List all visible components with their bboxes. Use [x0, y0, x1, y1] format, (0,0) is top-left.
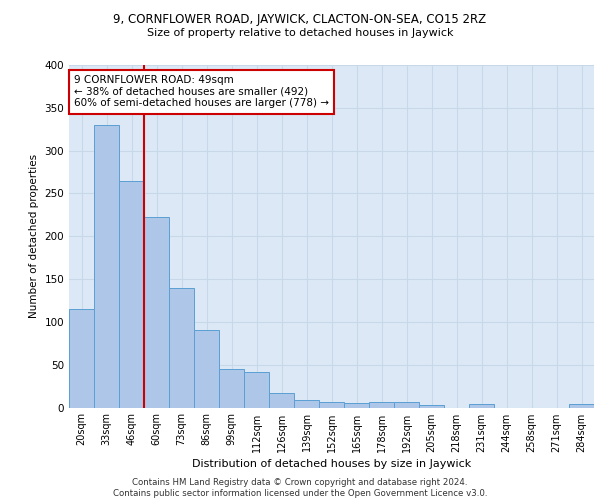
Text: Contains HM Land Registry data © Crown copyright and database right 2024.
Contai: Contains HM Land Registry data © Crown c…: [113, 478, 487, 498]
Bar: [144, 218, 169, 408]
Bar: [219, 369, 244, 408]
Bar: [119, 180, 144, 408]
Text: 9, CORNFLOWER ROAD, JAYWICK, CLACTON-ON-SEA, CO15 2RZ: 9, CORNFLOWER ROAD, JAYWICK, CLACTON-ON-…: [113, 12, 487, 26]
Bar: [69, 309, 94, 408]
Text: Size of property relative to detached houses in Jaywick: Size of property relative to detached ho…: [147, 28, 453, 38]
Bar: [294, 400, 319, 407]
Bar: [469, 404, 494, 407]
Bar: [194, 330, 219, 407]
Bar: [94, 125, 119, 408]
Bar: [319, 402, 344, 407]
Y-axis label: Number of detached properties: Number of detached properties: [29, 154, 39, 318]
Bar: [419, 405, 444, 407]
X-axis label: Distribution of detached houses by size in Jaywick: Distribution of detached houses by size …: [192, 458, 471, 468]
Bar: [244, 372, 269, 408]
Bar: [394, 402, 419, 407]
Bar: [269, 393, 294, 407]
Bar: [369, 402, 394, 407]
Bar: [569, 404, 594, 407]
Text: 9 CORNFLOWER ROAD: 49sqm
← 38% of detached houses are smaller (492)
60% of semi-: 9 CORNFLOWER ROAD: 49sqm ← 38% of detach…: [74, 76, 329, 108]
Bar: [169, 288, 194, 408]
Bar: [344, 403, 369, 407]
